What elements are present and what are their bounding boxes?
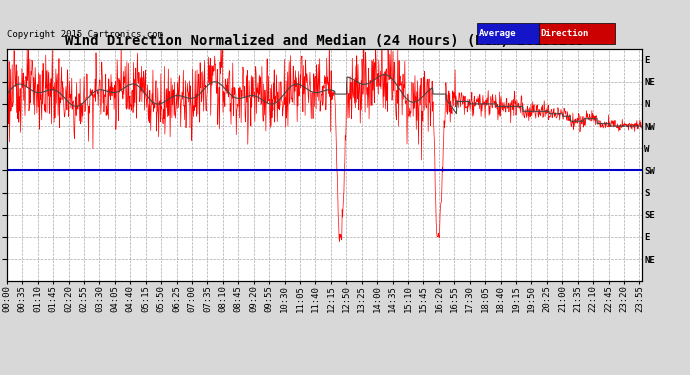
Text: Direction: Direction	[541, 29, 589, 38]
Text: Copyright 2015 Cartronics.com: Copyright 2015 Cartronics.com	[7, 30, 163, 39]
Title: Wind Direction Normalized and Median (24 Hours) (New) 20150209: Wind Direction Normalized and Median (24…	[65, 34, 584, 48]
Text: Average: Average	[479, 29, 516, 38]
